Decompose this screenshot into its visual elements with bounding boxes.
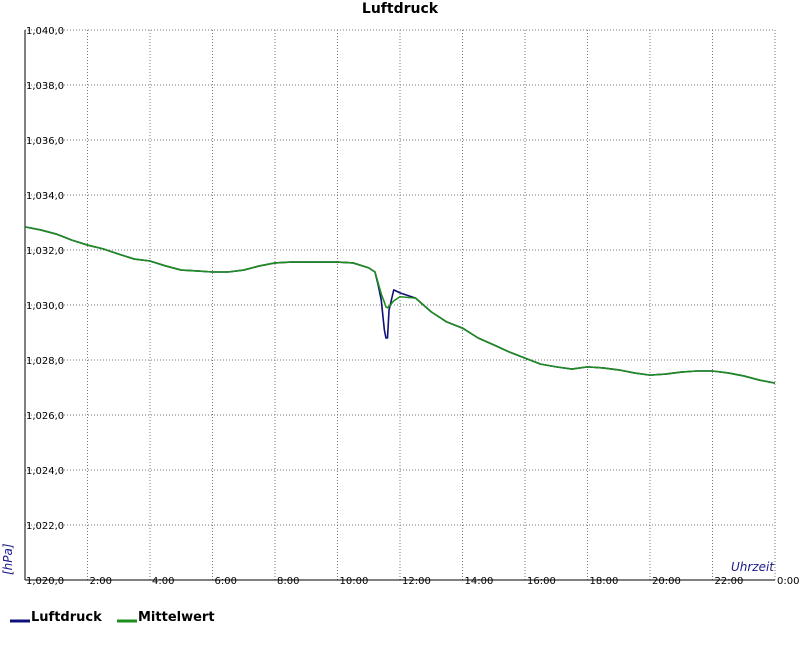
x-tick-label: 14:00 bbox=[465, 576, 494, 587]
y-axis-label: [hPa] bbox=[1, 543, 15, 575]
x-tick-label: 18:00 bbox=[590, 576, 619, 587]
y-tick-label: 1,022,0 bbox=[26, 521, 64, 532]
x-tick-label: 6:00 bbox=[215, 576, 237, 587]
y-tick-label: 1,026,0 bbox=[26, 411, 64, 422]
x-tick-label: 2:00 bbox=[90, 576, 112, 587]
x-tick-label: 20:00 bbox=[652, 576, 681, 587]
x-tick-label: 8:00 bbox=[277, 576, 299, 587]
y-tick-label: 1,030,0 bbox=[26, 301, 64, 312]
x-tick-label: 0:00 bbox=[777, 576, 799, 587]
y-tick-label: 1,036,0 bbox=[26, 136, 64, 147]
data-line bbox=[24, 226, 776, 384]
x-tick-label: 22:00 bbox=[715, 576, 744, 587]
legend-label: Luftdruck bbox=[31, 610, 102, 625]
y-tick-label: 1,038,0 bbox=[26, 81, 64, 92]
legend-label: Mittelwert bbox=[138, 610, 215, 625]
y-tick-label: 1,040,0 bbox=[26, 26, 64, 37]
y-tick-label: 1,034,0 bbox=[26, 191, 64, 202]
y-tick-label: 1,024,0 bbox=[26, 466, 64, 477]
x-tick-label: 16:00 bbox=[527, 576, 556, 587]
y-tick-label: 1,032,0 bbox=[26, 246, 64, 257]
chart-title: Luftdruck bbox=[362, 1, 439, 17]
y-tick-label: 1,020,0 bbox=[26, 576, 64, 587]
x-tick-label: 12:00 bbox=[402, 576, 431, 587]
x-tick-label: 4:00 bbox=[152, 576, 174, 587]
y-tick-label: 1,028,0 bbox=[26, 356, 64, 367]
x-axis-label: Uhrzeit bbox=[731, 560, 775, 574]
x-tick-label: 10:00 bbox=[340, 576, 369, 587]
